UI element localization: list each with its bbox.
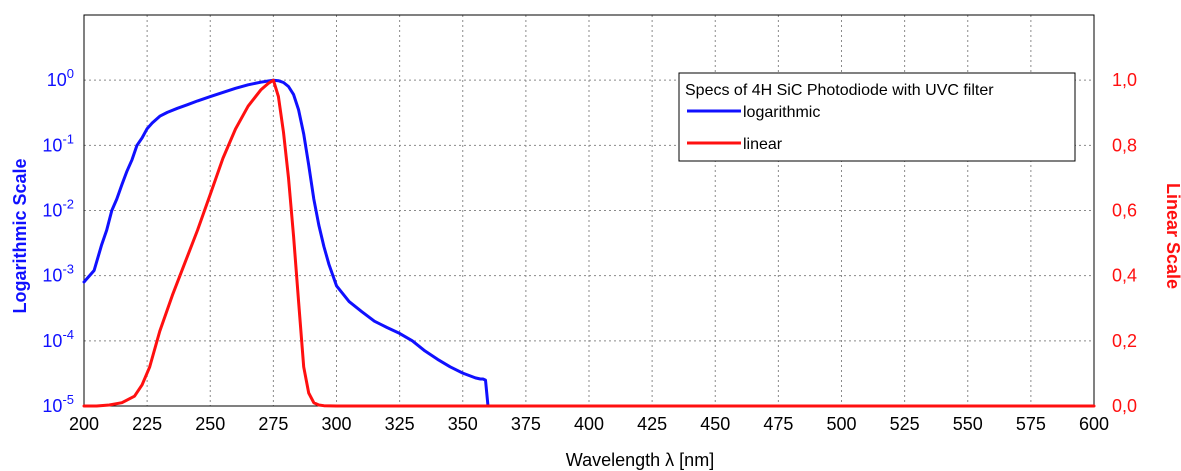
x-tick-label: 450 <box>700 414 730 434</box>
x-tick-label: 225 <box>132 414 162 434</box>
x-tick-label: 375 <box>511 414 541 434</box>
x-tick-label: 325 <box>385 414 415 434</box>
x-tick-label: 275 <box>258 414 288 434</box>
y-right-tick-label: 1,0 <box>1112 70 1137 90</box>
legend-title: Specs of 4H SiC Photodiode with UVC filt… <box>685 82 994 99</box>
x-axis-label: Wavelength λ [nm] <box>566 450 714 470</box>
y-left-tick-label: 10-3 <box>42 262 74 286</box>
x-tick-label: 400 <box>574 414 604 434</box>
legend-label-linear: linear <box>743 136 783 153</box>
y-left-tick-label: 10-5 <box>42 392 74 416</box>
y-left-tick-label: 10-4 <box>42 327 74 351</box>
x-axis: 200 225 250 275 300 325 350 375 400 425 450 475 500 5… <box>69 414 1109 434</box>
y-right-tick-label: 0,2 <box>1112 331 1137 351</box>
x-tick-label: 250 <box>195 414 225 434</box>
x-tick-label: 425 <box>637 414 667 434</box>
y-axis-left-label: Logarithmic Scale <box>10 158 30 313</box>
y-left-tick-label: 10-2 <box>42 197 74 221</box>
y-axis-right-label: Linear Scale <box>1163 183 1181 289</box>
y-right-tick-label: 0,0 <box>1112 396 1137 416</box>
series-line-logarithmic <box>82 78 492 408</box>
y-left-tick-label: 10-1 <box>42 131 74 155</box>
x-tick-label: 575 <box>1016 414 1046 434</box>
x-tick-label: 350 <box>448 414 478 434</box>
y-right-tick-label: 0,6 <box>1112 201 1137 221</box>
x-tick-label: 600 <box>1079 414 1109 434</box>
y-left-tick-label: 100 <box>47 66 74 90</box>
series-layer <box>82 78 1096 408</box>
x-tick-label: 200 <box>69 414 99 434</box>
y-right-tick-label: 0,4 <box>1112 266 1137 286</box>
legend-label-logarithmic: logarithmic <box>743 104 820 121</box>
x-tick-label: 475 <box>763 414 793 434</box>
x-tick-label: 525 <box>890 414 920 434</box>
x-tick-label: 550 <box>953 414 983 434</box>
legend-box <box>678 72 1076 162</box>
legend: Specs of 4H SiC Photodiode with UVC filt… <box>678 72 1076 162</box>
y-axis-left: 100 10-1 10-2 10-3 10-4 10-5 <box>42 66 74 416</box>
y-right-tick-label: 0,8 <box>1112 135 1137 155</box>
x-tick-label: 300 <box>321 414 351 434</box>
series-line-linear <box>82 78 1096 408</box>
x-tick-label: 500 <box>826 414 856 434</box>
y-axis-right: 1,0 0,8 0,6 0,4 0,2 0,0 <box>1112 70 1137 416</box>
